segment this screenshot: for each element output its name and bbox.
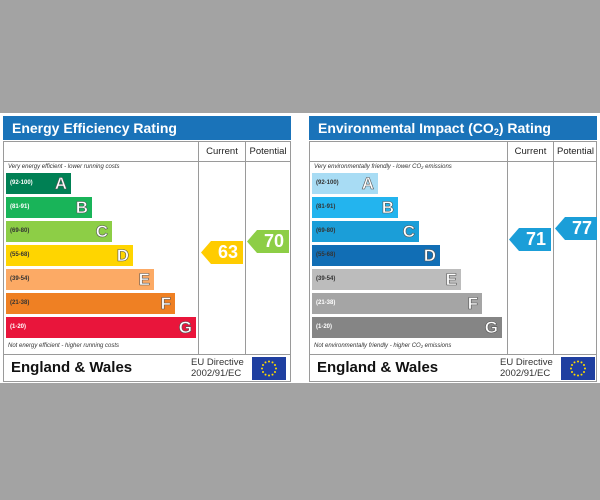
potential-rating-value: 70 <box>263 231 284 251</box>
eu-flag-icon <box>561 357 595 380</box>
band-c: (69-80) C <box>312 221 419 242</box>
band-letter: B <box>75 198 88 218</box>
top-note: Very environmentally friendly - lower CO… <box>314 164 452 170</box>
directive-line-2: 2002/91/EC <box>191 368 242 379</box>
footer: England & Wales EU Directive 2002/91/EC <box>309 354 597 382</box>
eu-flag-icon <box>252 357 286 380</box>
band-range: (39-54) <box>10 276 30 282</box>
band-b: (81-91) B <box>312 197 398 218</box>
column-header-current: Current <box>514 146 547 157</box>
band-letter: D <box>116 246 129 266</box>
column-header-potential: Potential <box>249 146 287 157</box>
band-d: (55-68) D <box>312 245 440 266</box>
band-letter: F <box>160 294 171 314</box>
band-letter: G <box>484 318 498 338</box>
header-divider <box>310 161 596 162</box>
band-letter: C <box>402 222 415 242</box>
band-letter: B <box>381 198 394 218</box>
title-text: ) Rating <box>498 120 551 136</box>
chart-title: Energy Efficiency Rating <box>3 116 291 140</box>
column-divider <box>507 142 508 354</box>
band-range: (39-54) <box>316 276 336 282</box>
band-range: (55-68) <box>316 252 336 258</box>
directive-line-1: EU Directive <box>500 357 553 368</box>
arrow-shape-icon <box>247 230 289 253</box>
band-letter: A <box>361 174 374 194</box>
band-letter: A <box>54 174 67 194</box>
band-g: (1-20) G <box>6 317 196 338</box>
rating-table: Current Potential Very energy efficient … <box>3 141 291 355</box>
current-rating-arrow: 63 <box>201 241 243 264</box>
bottom-note: Not energy efficient - higher running co… <box>8 343 120 349</box>
rating-table: Current Potential Very environmentally f… <box>309 141 597 355</box>
band-range: (92-100) <box>10 180 33 186</box>
band-c: (69-80) C <box>6 221 112 242</box>
arrow-shape-icon <box>509 228 551 251</box>
band-letter: E <box>445 270 457 290</box>
title-subscript: 2 <box>493 127 499 137</box>
current-rating-value: 63 <box>217 242 238 262</box>
band-b: (81-91) B <box>6 197 92 218</box>
band-range: (81-91) <box>10 204 30 210</box>
band-letter: C <box>95 222 108 242</box>
arrow-shape-icon <box>201 241 243 264</box>
bottom-note: Not environmentally friendly - higher CO… <box>314 343 452 349</box>
chart-title: Environmental Impact (CO2) Rating <box>309 116 597 140</box>
band-range: (69-80) <box>316 228 336 234</box>
band-f: (21-38) F <box>312 293 482 314</box>
column-divider <box>245 142 246 354</box>
column-divider <box>198 142 199 354</box>
band-g: (1-20) G <box>312 317 502 338</box>
eu-directive: EU Directive 2002/91/EC <box>500 357 553 379</box>
band-range: (21-38) <box>316 300 336 306</box>
header-divider <box>4 161 290 162</box>
band-letter: D <box>423 246 436 266</box>
band-range: (1-20) <box>10 324 27 330</box>
top-note: Very energy efficient - lower running co… <box>8 164 120 170</box>
arrow-shape-icon <box>555 217 597 240</box>
band-e: (39-54) E <box>6 269 154 290</box>
potential-rating-arrow: 70 <box>247 230 289 253</box>
directive-line-1: EU Directive <box>191 357 244 368</box>
band-range: (81-91) <box>316 204 336 210</box>
potential-rating-value: 77 <box>571 218 592 238</box>
band-letter: G <box>178 318 192 338</box>
band-a: (92-100) A <box>6 173 71 194</box>
band-range: (92-100) <box>316 180 339 186</box>
title-text: Environmental Impact (CO <box>318 120 494 136</box>
footer: England & Wales EU Directive 2002/91/EC <box>3 354 291 382</box>
band-a: (92-100) A <box>312 173 378 194</box>
band-letter: F <box>467 294 478 314</box>
band-letter: E <box>138 270 150 290</box>
column-header-current: Current <box>206 146 238 157</box>
column-header-potential: Potential <box>557 146 594 157</box>
energy-efficiency-chart: Energy Efficiency Rating Current Potenti… <box>3 116 291 382</box>
potential-rating-arrow: 77 <box>555 217 597 240</box>
region-label: England & Wales <box>11 359 133 376</box>
eu-directive: EU Directive 2002/91/EC <box>191 357 244 379</box>
band-f: (21-38) F <box>6 293 175 314</box>
band-range: (1-20) <box>316 324 333 330</box>
current-rating-value: 71 <box>525 229 546 249</box>
band-d: (55-68) D <box>6 245 133 266</box>
band-range: (21-38) <box>10 300 30 306</box>
current-rating-arrow: 71 <box>509 228 551 251</box>
environmental-impact-chart: Environmental Impact (CO2) Rating Curren… <box>309 116 597 382</box>
column-divider <box>553 142 554 354</box>
band-e: (39-54) E <box>312 269 461 290</box>
directive-line-2: 2002/91/EC <box>500 368 551 379</box>
region-label: England & Wales <box>317 359 439 376</box>
band-range: (69-80) <box>10 228 30 234</box>
band-range: (55-68) <box>10 252 30 258</box>
